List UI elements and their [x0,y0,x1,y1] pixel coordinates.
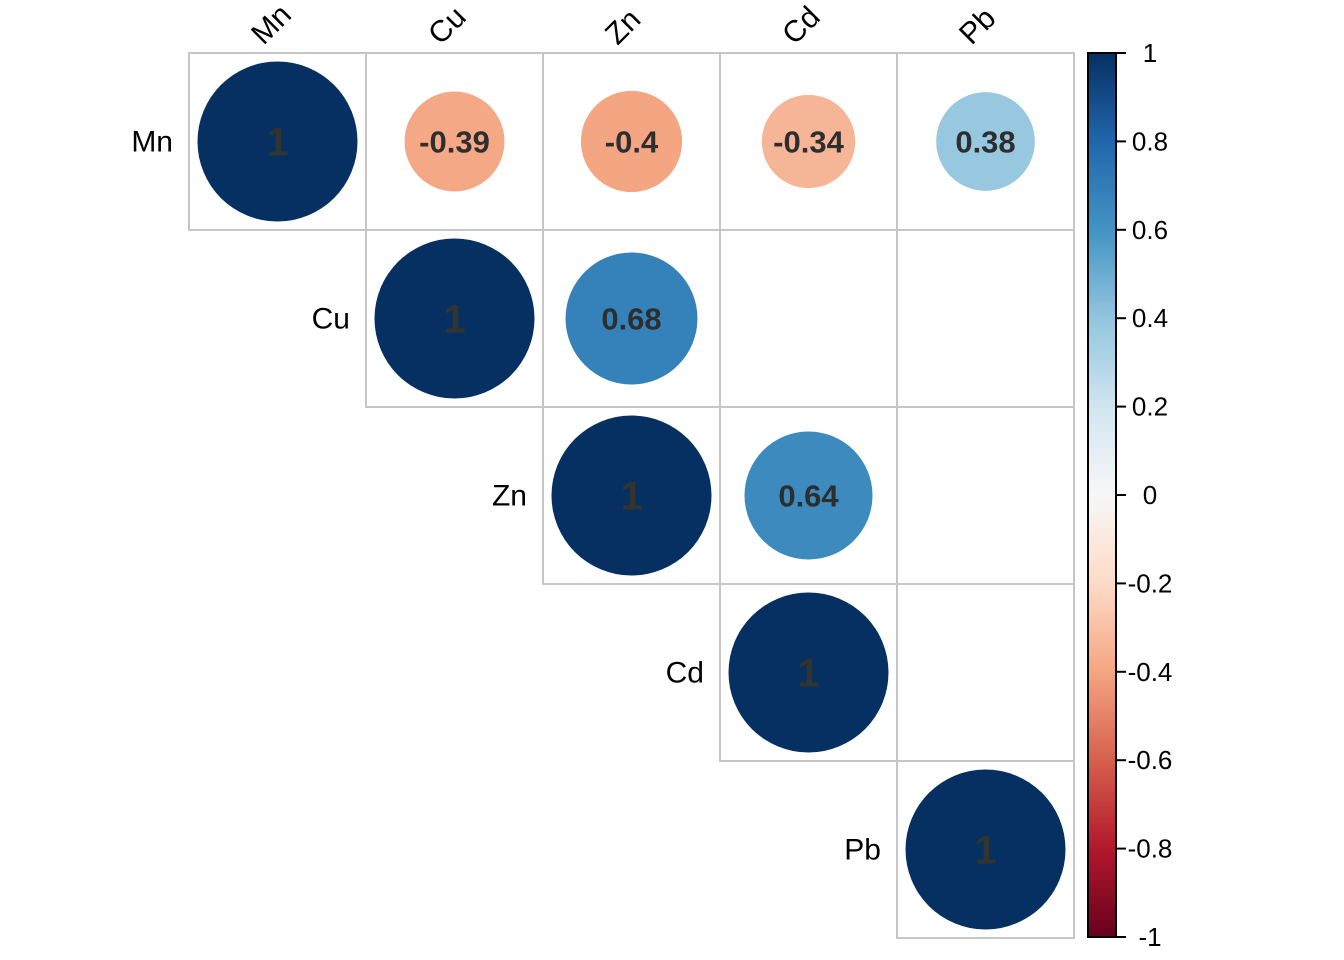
col-label-Pb: Pb [953,2,1002,51]
colorbar-tick-label: 0.2 [1132,392,1168,422]
col-label-Zn: Zn [599,3,647,51]
matrix-cell-Cu-Pb [896,229,1075,408]
row-label-Pb: Pb [844,834,881,867]
column-labels: Mn Cu Zn Cd Pb [245,0,1002,51]
colorbar-tick-label: -0.8 [1128,834,1173,864]
colorbar-tick-label: 0.4 [1132,303,1168,333]
colorbar-tick-label: 0 [1143,480,1157,510]
corr-circle-Zn-Zn [551,415,712,576]
coef-value-Cu-Cu: 1 [443,298,465,342]
coef-value-Pb-Pb: 1 [974,829,996,873]
row-labels: Mn Cu Zn Cd Pb [131,126,881,867]
colorbar-tick-label: 1 [1143,38,1157,68]
correlation-circles [197,61,1066,930]
row-label-Mn: Mn [131,126,173,159]
row-label-Cu: Cu [312,303,350,336]
colorbar-tick-label: 0.6 [1132,215,1168,245]
col-label-Mn: Mn [245,0,298,51]
coef-value-Cd-Cd: 1 [797,652,819,696]
matrix-cell-Cu-Cd [719,229,898,408]
coef-value-Zn-Cd: 0.64 [778,479,839,514]
corr-circle-Mn-Mn [197,61,358,222]
coef-value-Mn-Mn: 1 [266,121,288,165]
corr-circle-Cu-Zn [565,252,698,385]
matrix-cell-Cd-Pb [896,583,1075,762]
corr-circle-Cd-Cd [728,592,889,753]
col-label-Cu: Cu [422,0,472,50]
coef-value-Cu-Zn: 0.68 [601,302,661,337]
coefficient-labels: 1 -0.39 -0.4 -0.34 0.38 1 0.68 1 0.64 1 1 [266,121,1015,873]
colorbar-tick-label: -1 [1138,922,1161,952]
colorbar-tick-label: -0.4 [1128,657,1173,687]
matrix-cell-Zn-Pb [896,406,1075,585]
corr-circle-Mn-Cd [761,94,856,189]
coef-value-Mn-Cu: -0.39 [419,125,490,160]
colorbar-tick-label: 0.8 [1132,126,1168,156]
coef-value-Mn-Pb: 0.38 [955,125,1015,160]
corr-circle-Cu-Cu [374,238,535,399]
corr-circle-Mn-Pb [936,92,1035,191]
row-label-Cd: Cd [666,657,704,690]
colorbar-tick-label: -0.2 [1128,568,1173,598]
corr-circle-Mn-Zn [580,90,683,193]
colorbar: 1 0.8 0.6 0.4 0.2 0 -0.2 -0.4 -0.6 -0.8 -1 [1087,38,1173,952]
colorbar-gradient [1087,52,1117,938]
coef-value-Mn-Zn: -0.4 [605,125,659,160]
coef-value-Zn-Zn: 1 [620,475,642,519]
coef-value-Mn-Cd: -0.34 [773,125,844,160]
corr-circle-Mn-Cu [404,91,505,192]
corr-circle-Pb-Pb [905,769,1066,930]
colorbar-tick-label: -0.6 [1128,745,1173,775]
corr-circle-Zn-Cd [744,431,873,560]
col-label-Cd: Cd [776,0,826,50]
row-label-Zn: Zn [492,480,527,513]
